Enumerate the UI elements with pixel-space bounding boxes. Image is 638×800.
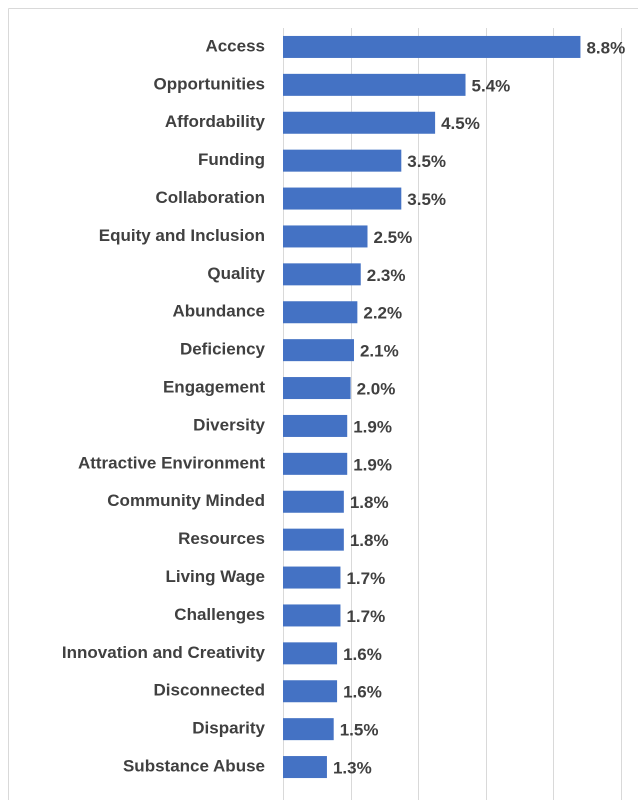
value-label: 1.9% [353, 417, 392, 436]
category-label: Quality [207, 264, 265, 283]
value-label: 2.1% [360, 342, 399, 361]
category-label: Collaboration [155, 188, 265, 207]
category-label: Funding [198, 150, 265, 169]
bar [283, 452, 348, 475]
bar [283, 111, 436, 134]
category-label: Attractive Environment [78, 453, 265, 472]
value-label: 2.5% [374, 228, 413, 247]
value-label: 5.4% [472, 76, 511, 95]
bar [283, 339, 354, 362]
bar [283, 566, 341, 589]
value-label: 1.3% [333, 759, 372, 778]
category-label: Community Minded [107, 491, 265, 510]
category-label: Access [205, 36, 265, 55]
bar [283, 187, 402, 210]
category-label: Challenges [174, 605, 265, 624]
category-label: Affordability [165, 112, 266, 131]
bar [283, 225, 368, 248]
category-label: Engagement [163, 378, 265, 397]
category-label: Abundance [172, 302, 265, 321]
value-label: 3.5% [407, 152, 446, 171]
bar [283, 301, 358, 324]
bar [283, 718, 334, 741]
category-label: Substance Abuse [123, 757, 265, 776]
bar [283, 263, 361, 286]
bar [283, 756, 327, 779]
category-label: Innovation and Creativity [62, 643, 266, 662]
value-label: 2.3% [367, 266, 406, 285]
category-label: Living Wage [166, 567, 266, 586]
bar [283, 35, 581, 58]
value-label: 2.0% [357, 380, 396, 399]
value-label: 8.8% [586, 38, 625, 57]
bar [283, 377, 351, 400]
value-label: 1.8% [350, 493, 389, 512]
category-label: Deficiency [180, 340, 266, 359]
value-label: 1.6% [343, 683, 382, 702]
value-label: 2.2% [363, 304, 402, 323]
bar [283, 490, 344, 513]
value-label: 1.5% [340, 721, 379, 740]
category-label: Opportunities [154, 74, 265, 93]
bar [283, 73, 466, 96]
value-label: 1.7% [346, 607, 385, 626]
bar [283, 604, 341, 627]
category-label: Disparity [192, 719, 265, 738]
value-label: 1.7% [346, 569, 385, 588]
category-label: Disconnected [154, 681, 265, 700]
bar [283, 528, 344, 551]
bar [283, 149, 402, 172]
bar [283, 414, 348, 437]
value-label: 4.5% [441, 114, 480, 133]
category-label: Equity and Inclusion [99, 226, 265, 245]
value-label: 3.5% [407, 190, 446, 209]
value-label: 1.9% [353, 455, 392, 474]
category-label: Resources [178, 529, 265, 548]
value-label: 1.8% [350, 531, 389, 550]
value-label: 1.6% [343, 645, 382, 664]
category-label: Diversity [193, 415, 265, 434]
bar [283, 680, 338, 703]
bar [283, 642, 338, 665]
